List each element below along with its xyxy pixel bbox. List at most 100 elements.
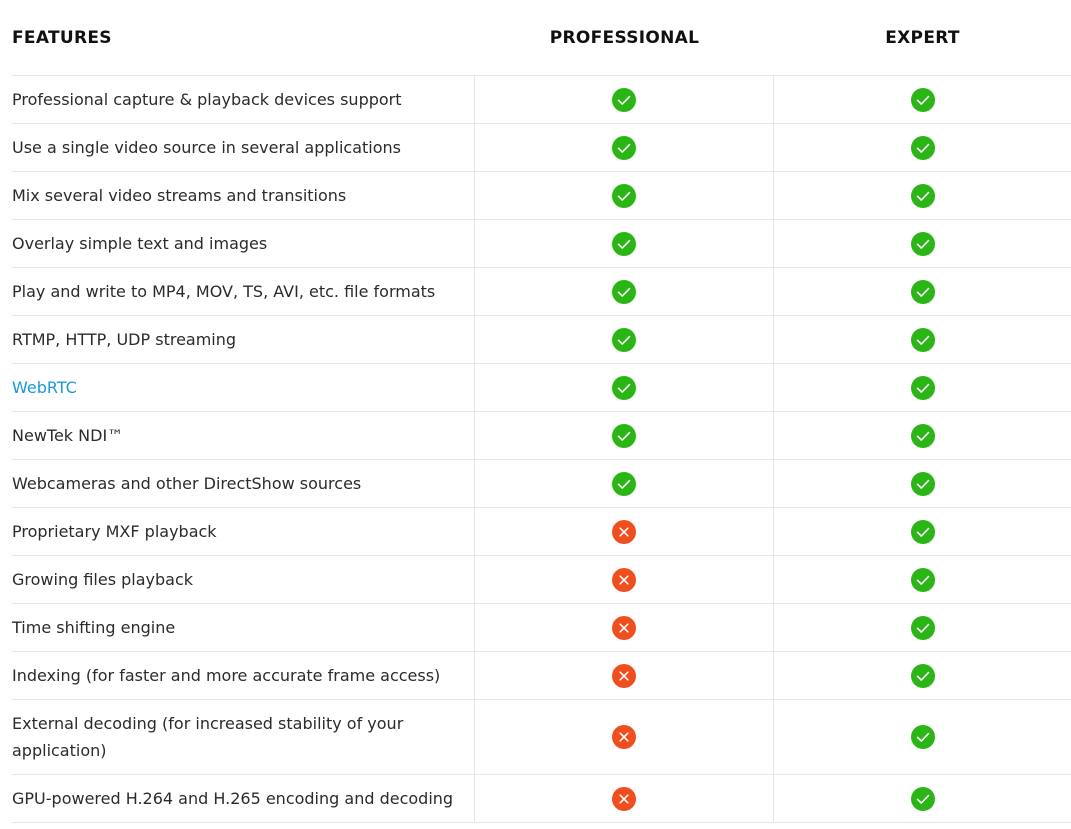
- check-icon: [612, 231, 636, 256]
- feature-cell: External decoding (for increased stabili…: [12, 700, 475, 774]
- expert-cell: [774, 268, 1071, 315]
- check-icon: [910, 471, 935, 496]
- professional-cell: [475, 220, 774, 267]
- feature-label: Indexing (for faster and more accurate f…: [12, 666, 441, 685]
- table-row: Growing files playback: [12, 556, 1071, 604]
- feature-label: External decoding (for increased stabili…: [12, 714, 404, 760]
- check-icon: [910, 135, 935, 160]
- expert-cell: [774, 556, 1071, 603]
- feature-label: GPU-powered H.264 and H.265 encoding and…: [12, 789, 454, 808]
- table-row: NewTek NDI™: [12, 412, 1071, 460]
- check-icon: [910, 375, 935, 400]
- professional-cell: [475, 652, 774, 699]
- check-icon: [910, 786, 935, 811]
- feature-label: RTMP, HTTP, UDP streaming: [12, 330, 237, 349]
- professional-cell: [475, 268, 774, 315]
- check-icon: [910, 519, 935, 544]
- expert-cell: [774, 652, 1071, 699]
- expert-cell: [774, 76, 1071, 123]
- feature-label: Overlay simple text and images: [12, 234, 268, 253]
- feature-cell: Time shifting engine: [12, 604, 475, 651]
- comparison-table: FEATURES PROFESSIONAL EXPERT Professiona…: [12, 0, 1071, 823]
- table-row: Proprietary MXF playback: [12, 508, 1071, 556]
- expert-cell: [774, 172, 1071, 219]
- feature-label: Time shifting engine: [12, 618, 176, 637]
- professional-cell: [475, 172, 774, 219]
- professional-cell: [475, 508, 774, 555]
- feature-label: Play and write to MP4, MOV, TS, AVI, etc…: [12, 282, 436, 301]
- feature-label: NewTek NDI™: [12, 426, 124, 445]
- check-icon: [612, 375, 636, 400]
- check-icon: [910, 279, 935, 304]
- table-row: WebRTC: [12, 364, 1071, 412]
- table-body: Professional capture & playback devices …: [12, 76, 1071, 823]
- cross-icon: [612, 567, 636, 592]
- cross-icon: [612, 519, 636, 544]
- professional-cell: [475, 316, 774, 363]
- check-icon: [612, 327, 636, 352]
- professional-cell: [475, 700, 774, 774]
- check-icon: [612, 183, 636, 208]
- feature-cell: Use a single video source in several app…: [12, 124, 475, 171]
- check-icon: [910, 567, 935, 592]
- professional-cell: [475, 604, 774, 651]
- expert-cell: [774, 316, 1071, 363]
- table-row: Mix several video streams and transition…: [12, 172, 1071, 220]
- table-row: Time shifting engine: [12, 604, 1071, 652]
- check-icon: [910, 231, 935, 256]
- cross-icon: [612, 663, 636, 688]
- cross-icon: [612, 725, 636, 749]
- expert-header: EXPERT: [885, 27, 960, 48]
- feature-label: Mix several video streams and transition…: [12, 186, 347, 205]
- table-row: Play and write to MP4, MOV, TS, AVI, etc…: [12, 268, 1071, 316]
- check-icon: [910, 183, 935, 208]
- feature-cell: WebRTC: [12, 364, 475, 411]
- professional-cell: [475, 124, 774, 171]
- table-row: Professional capture & playback devices …: [12, 76, 1071, 124]
- table-row: Overlay simple text and images: [12, 220, 1071, 268]
- table-row: External decoding (for increased stabili…: [12, 700, 1071, 775]
- feature-link[interactable]: WebRTC: [12, 378, 77, 397]
- feature-cell: Professional capture & playback devices …: [12, 76, 475, 123]
- table-row: GPU-powered H.264 and H.265 encoding and…: [12, 775, 1071, 823]
- professional-cell: [475, 556, 774, 603]
- check-icon: [910, 423, 935, 448]
- feature-cell: GPU-powered H.264 and H.265 encoding and…: [12, 775, 475, 822]
- feature-cell: Growing files playback: [12, 556, 475, 603]
- expert-cell: [774, 364, 1071, 411]
- table-row: RTMP, HTTP, UDP streaming: [12, 316, 1071, 364]
- cross-icon: [612, 786, 636, 811]
- feature-cell: Webcameras and other DirectShow sources: [12, 460, 475, 507]
- professional-header: PROFESSIONAL: [549, 27, 700, 48]
- feature-cell: Indexing (for faster and more accurate f…: [12, 652, 475, 699]
- feature-cell: Mix several video streams and transition…: [12, 172, 475, 219]
- table-header: FEATURES PROFESSIONAL EXPERT: [12, 0, 1071, 76]
- table-row: Webcameras and other DirectShow sources: [12, 460, 1071, 508]
- expert-cell: [774, 412, 1071, 459]
- expert-cell: [774, 460, 1071, 507]
- expert-cell: [774, 700, 1071, 774]
- feature-cell: Play and write to MP4, MOV, TS, AVI, etc…: [12, 268, 475, 315]
- check-icon: [612, 471, 636, 496]
- table-row: Use a single video source in several app…: [12, 124, 1071, 172]
- check-icon: [910, 327, 935, 352]
- cross-icon: [612, 615, 636, 640]
- feature-cell: Proprietary MXF playback: [12, 508, 475, 555]
- professional-cell: [475, 775, 774, 822]
- check-icon: [612, 279, 636, 304]
- check-icon: [910, 87, 935, 112]
- expert-cell: [774, 508, 1071, 555]
- feature-label: Use a single video source in several app…: [12, 138, 401, 157]
- professional-cell: [475, 460, 774, 507]
- professional-cell: [475, 364, 774, 411]
- features-header: FEATURES: [12, 27, 112, 48]
- expert-cell: [774, 124, 1071, 171]
- check-icon: [612, 135, 636, 160]
- feature-label: Growing files playback: [12, 570, 194, 589]
- feature-cell: NewTek NDI™: [12, 412, 475, 459]
- expert-cell: [774, 604, 1071, 651]
- check-icon: [910, 725, 935, 749]
- professional-cell: [475, 76, 774, 123]
- expert-cell: [774, 775, 1071, 822]
- check-icon: [612, 87, 636, 112]
